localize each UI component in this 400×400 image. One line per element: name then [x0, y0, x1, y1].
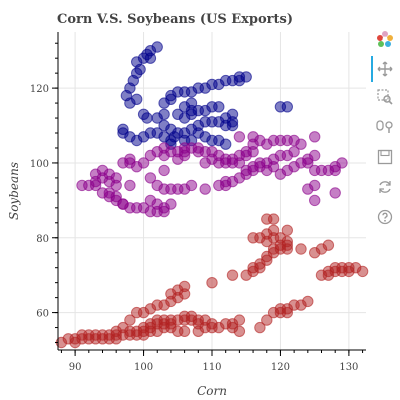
scatter-point — [302, 295, 314, 308]
scatter-point — [240, 71, 252, 83]
scatter-point — [281, 224, 293, 237]
scatter-point — [247, 131, 259, 143]
scatter-point — [322, 239, 335, 251]
scatter-point — [178, 280, 191, 293]
scatter-point — [117, 123, 129, 136]
pan-icon[interactable] — [376, 60, 394, 78]
scatter-point — [151, 41, 163, 53]
scatter-point — [267, 161, 280, 173]
chart-toolbar — [368, 28, 400, 268]
scatter-point — [302, 183, 314, 195]
save-icon[interactable] — [376, 148, 394, 166]
x-tick-label: 130 — [339, 362, 358, 373]
active-tool-indicator — [371, 56, 373, 82]
x-tick-label: 110 — [202, 362, 221, 373]
reset-icon[interactable] — [376, 178, 394, 196]
scatter-point — [124, 314, 136, 326]
x-tick-label: 90 — [69, 362, 82, 373]
scatter-point — [117, 198, 129, 210]
scatter-point — [103, 187, 116, 199]
scatter-point — [233, 314, 246, 326]
data-points — [55, 41, 369, 349]
scatter-point — [281, 101, 293, 113]
scatter-point — [206, 318, 218, 330]
scatter-point — [356, 265, 369, 278]
scatter-point — [295, 138, 307, 150]
scatter-point — [288, 146, 300, 158]
scatter-point — [144, 172, 157, 184]
scatter-point — [192, 325, 205, 337]
scatter-point — [226, 269, 239, 281]
scatter-point — [141, 112, 153, 124]
scatter-point — [144, 194, 157, 207]
scatter-point — [199, 183, 211, 195]
scatter-point — [110, 172, 122, 184]
scatter-point — [343, 262, 355, 274]
scatter-point — [322, 269, 335, 281]
scatter-point — [120, 89, 133, 102]
scatter-point — [220, 138, 232, 150]
scatter-point — [267, 224, 280, 237]
y-axis-label: Soybeans — [7, 162, 21, 220]
scatter-point — [165, 198, 177, 210]
y-tick-label: 80 — [36, 234, 49, 245]
scatter-point — [206, 277, 218, 289]
scatter-point — [137, 329, 150, 341]
box-zoom-icon[interactable] — [376, 88, 394, 106]
scatter-point — [295, 243, 307, 255]
scatter-point — [254, 321, 266, 334]
wheel-zoom-icon[interactable] — [376, 118, 394, 136]
scatter-point — [192, 146, 205, 158]
x-axis-label: Corn — [197, 384, 227, 398]
scatter-point — [309, 194, 321, 207]
y-tick-label: 120 — [30, 84, 49, 95]
x-tick-label: 120 — [271, 362, 290, 373]
scatter-point — [233, 131, 246, 143]
scatter-point — [124, 179, 136, 192]
scatter-point — [226, 108, 239, 121]
scatter-point — [336, 157, 348, 169]
chart-title: Corn V.S. Soybeans (US Exports) — [57, 12, 293, 27]
scatter-point — [137, 157, 150, 169]
scatter-point — [309, 149, 321, 162]
scatter-point — [213, 101, 225, 113]
scatter-point — [281, 306, 293, 319]
scatter-point — [309, 131, 321, 143]
scatter-point — [158, 142, 170, 154]
axes: 90 100 110 120 130 60 80 100 120 — [30, 32, 366, 373]
scatter-point — [329, 187, 341, 199]
help-icon[interactable] — [376, 208, 394, 226]
scatter-point — [69, 336, 81, 349]
y-tick-label: 60 — [36, 309, 49, 320]
bokeh-logo-icon[interactable] — [376, 30, 394, 48]
scatter-point — [185, 179, 198, 192]
x-tick-label: 100 — [134, 362, 153, 373]
scatter-point — [178, 149, 191, 162]
scatter-point — [226, 119, 239, 132]
scatter-point — [261, 314, 273, 326]
scatter-point — [151, 112, 163, 124]
scatter-point — [254, 232, 266, 244]
scatter-point — [267, 213, 280, 225]
y-tick-label: 100 — [30, 159, 49, 170]
scatter-point — [165, 123, 177, 136]
scatter-point — [185, 104, 198, 117]
scatter-point — [158, 164, 170, 177]
scatter-point — [281, 243, 293, 255]
scatter-point — [226, 321, 239, 334]
scatter-point — [172, 108, 184, 121]
scatter-point — [233, 157, 246, 169]
